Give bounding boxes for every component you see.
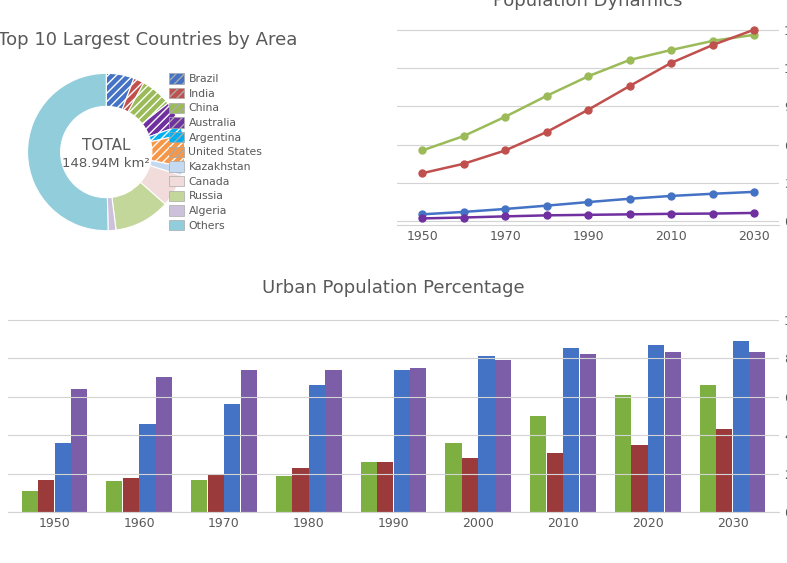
Bar [139, 424, 156, 512]
Bar [563, 348, 579, 512]
Text: Top 10 Largest Countries by Area: Top 10 Largest Countries by Area [0, 32, 297, 50]
Wedge shape [150, 126, 183, 142]
Bar [547, 453, 563, 512]
Bar [733, 341, 748, 512]
Bar [716, 430, 732, 512]
Bar [749, 352, 765, 512]
Text: TOTAL: TOTAL [82, 138, 131, 153]
Wedge shape [107, 197, 116, 231]
Wedge shape [112, 182, 165, 230]
Wedge shape [140, 166, 181, 204]
Bar [410, 368, 427, 512]
Bar [309, 385, 325, 512]
Bar [648, 345, 664, 512]
Bar [664, 352, 681, 512]
Text: 148.94M km²: 148.94M km² [62, 157, 150, 171]
Bar [377, 462, 394, 512]
Title: Population Dynamics: Population Dynamics [493, 0, 683, 10]
Bar [191, 480, 207, 512]
Bar [54, 443, 71, 512]
Bar [478, 356, 494, 512]
Legend: Brazil, India, China, Australia, Argentina, United States, Kazakhstan, Canada, R: Brazil, India, China, Australia, Argenti… [167, 71, 264, 233]
Bar [241, 370, 257, 512]
Bar [580, 354, 596, 512]
Wedge shape [150, 160, 183, 176]
Wedge shape [106, 73, 134, 109]
Wedge shape [128, 83, 168, 124]
Wedge shape [122, 78, 144, 112]
Wedge shape [142, 103, 180, 137]
Bar [22, 491, 38, 512]
Bar [293, 468, 309, 512]
Bar [631, 445, 648, 512]
Bar [360, 462, 377, 512]
Bar [530, 416, 546, 512]
Bar [106, 481, 123, 512]
Bar [224, 404, 240, 512]
Bar [123, 477, 139, 512]
Bar [156, 377, 172, 512]
Bar [495, 360, 511, 512]
Bar [394, 370, 410, 512]
Bar [38, 480, 54, 512]
Bar [71, 389, 87, 512]
Bar [615, 395, 631, 512]
Bar [462, 458, 478, 512]
Bar [208, 474, 224, 512]
Bar [276, 476, 292, 512]
Wedge shape [151, 135, 185, 167]
Title: Urban Population Percentage: Urban Population Percentage [262, 279, 525, 297]
Bar [326, 370, 342, 512]
Bar [445, 443, 461, 512]
Wedge shape [28, 73, 108, 231]
Bar [700, 385, 716, 512]
